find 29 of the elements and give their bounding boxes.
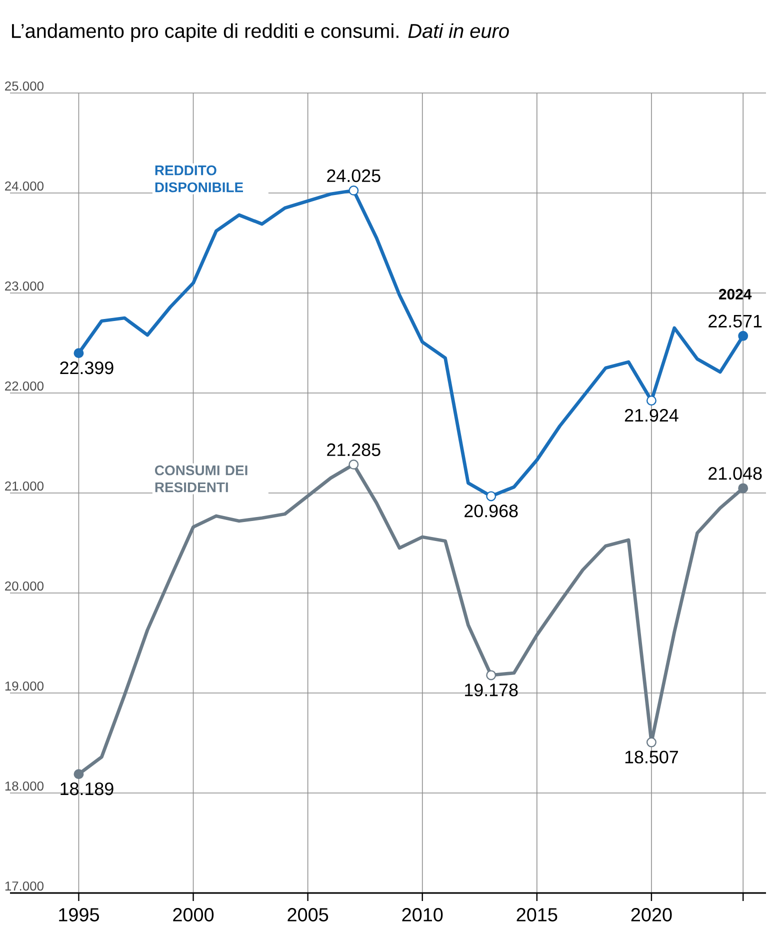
data-label: 20.968 — [464, 504, 518, 518]
y-tick-label: 17.000 — [5, 881, 44, 891]
data-label: 22.571 — [708, 314, 762, 328]
y-tick-label: 21.000 — [5, 481, 44, 491]
data-label: 19.178 — [465, 684, 518, 696]
y-tick-label: 25.000 — [5, 81, 44, 91]
x-tick-label: 2010 — [402, 908, 443, 922]
y-tick-label: 23.000 — [5, 281, 44, 291]
y-tick-label: 22.000 — [5, 381, 44, 391]
series-label: REDDITO DISPONIBILE — [155, 165, 244, 192]
x-tick-label: 2005 — [288, 908, 328, 922]
x-tick-label: 2000 — [173, 908, 214, 922]
data-label: 21.924 — [624, 408, 678, 422]
x-tick-label: 1995 — [59, 908, 99, 922]
y-tick-label: 24.000 — [5, 181, 44, 191]
data-label: 24.025 — [327, 169, 380, 182]
x-tick-label: 2020 — [631, 908, 672, 922]
x-tick-label: 2015 — [516, 908, 558, 922]
data-label: 18.189 — [60, 782, 114, 796]
data-label: 21.285 — [327, 443, 380, 456]
y-tick-label: 20.000 — [5, 581, 44, 591]
data-label: 22.399 — [60, 361, 114, 374]
chart-title: L’andamento pro capite di redditi e consumi. Dati in euro — [12, 23, 509, 42]
annotation: 2024 — [719, 288, 752, 300]
data-label: 21.048 — [708, 467, 762, 480]
y-tick-label: 18.000 — [5, 781, 44, 791]
series-label: CONSUMI DEI RESIDENTI — [155, 465, 248, 492]
data-label: 18.507 — [625, 750, 678, 764]
y-tick-label: 19.000 — [5, 681, 44, 691]
